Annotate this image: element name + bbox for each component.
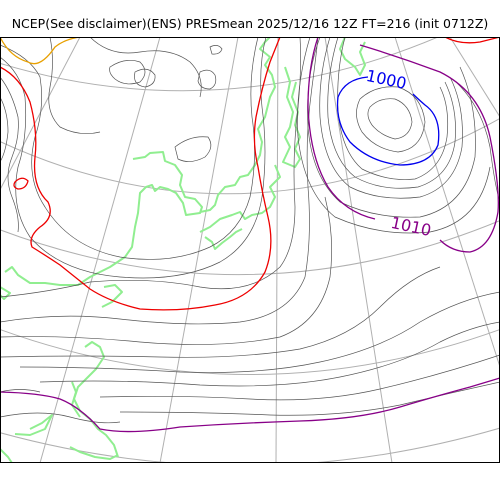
isobar (109, 60, 146, 85)
latitude-line (0, 219, 500, 276)
meridian-line (275, 37, 279, 463)
isobar (119, 381, 500, 416)
isobar (319, 37, 463, 199)
contours-red (0, 37, 500, 311)
coastline-southwest-3 (14, 414, 53, 436)
coastline-greenland (4, 151, 203, 286)
isobar (0, 37, 267, 279)
coastline-franz-josef (339, 37, 366, 76)
isobar-1010-north (307, 37, 376, 220)
isobar (337, 37, 449, 180)
isobar (0, 196, 332, 345)
meridian-line (449, 37, 500, 118)
isobar (455, 81, 500, 203)
coastlines (0, 37, 366, 463)
contour-red-small (13, 177, 29, 190)
isobar (297, 37, 491, 234)
coastline-southwest-5 (0, 448, 13, 463)
coastline-greenland-east (101, 284, 123, 308)
isobar (327, 37, 456, 189)
isobar (0, 412, 121, 424)
isobar (39, 321, 500, 387)
isobar (0, 37, 302, 298)
graticule (0, 37, 500, 463)
meridian-line (324, 37, 393, 463)
latitude-line (0, 328, 500, 375)
coastline-southwest-4 (69, 446, 119, 460)
isobar-1010-label: 1010 (389, 213, 433, 240)
isobar (134, 68, 156, 88)
isobar (48, 37, 101, 134)
latitude-line (0, 427, 500, 463)
latitude-line (0, 37, 440, 92)
meridian-line (39, 37, 161, 463)
isobar (0, 96, 9, 163)
isobar (19, 291, 500, 373)
coastline-iceland (199, 37, 276, 213)
isobar (197, 69, 217, 90)
isobar-low-inner (367, 98, 413, 140)
isobar (89, 37, 202, 98)
isobar-low-inner (356, 86, 426, 153)
coastline-norway-fjords (204, 228, 243, 250)
isobar (307, 37, 476, 218)
latitude-line (0, 117, 500, 195)
isobar-1000-label: 1000 (364, 66, 408, 93)
contour-red-northeast (444, 37, 500, 44)
isobar (99, 354, 500, 401)
isobar (0, 76, 19, 233)
meridian-line (159, 37, 239, 463)
coastline-southwest-2 (71, 381, 81, 418)
isobar (0, 37, 319, 325)
meridian-line (0, 37, 81, 191)
contour-orange (0, 37, 81, 65)
isobar (0, 266, 441, 358)
isobar (174, 136, 212, 162)
map-title: NCEP(See disclaimer)(ENS) PRESmean 2025/… (11, 16, 489, 31)
isobars-1010 (0, 37, 500, 433)
isobar-1010-south (0, 377, 500, 433)
isobar (0, 389, 41, 393)
isobars-gray (0, 37, 500, 424)
coastline-southwest (73, 341, 119, 458)
isobar (209, 45, 223, 55)
coastline-scandinavia (199, 164, 281, 233)
isobar-1010-north-right (359, 44, 499, 253)
contour-red-west (0, 37, 281, 311)
pressure-map: 1000 1010 (0, 37, 500, 463)
meridian-line (394, 37, 500, 368)
isobar-1000 (336, 76, 440, 166)
